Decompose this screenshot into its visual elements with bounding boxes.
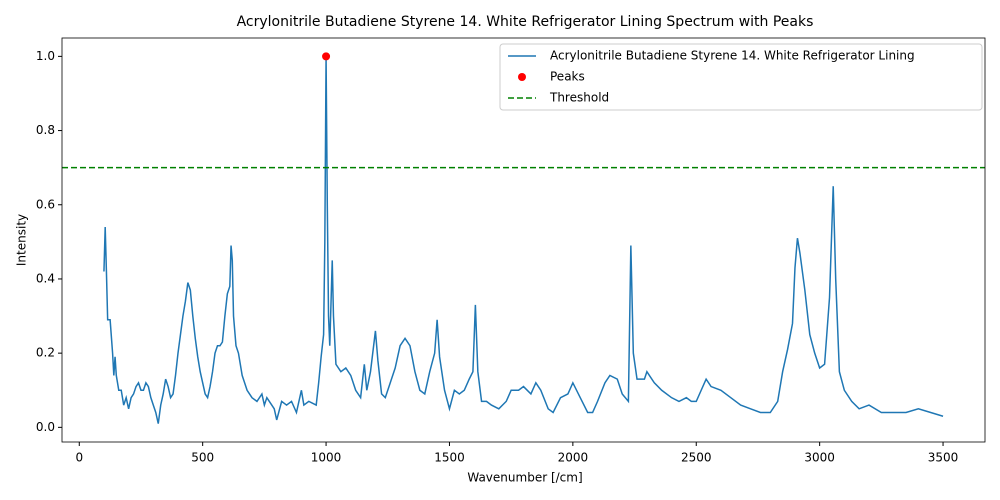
x-tick-label: 0 <box>75 451 83 465</box>
chart-title: Acrylonitrile Butadiene Styrene 14. Whit… <box>237 14 814 30</box>
x-tick-label: 1000 <box>311 451 342 465</box>
x-tick-label: 500 <box>191 451 214 465</box>
y-tick-label: 0.6 <box>36 197 55 211</box>
legend-label: Threshold <box>549 91 609 105</box>
legend-box <box>499 43 983 111</box>
y-axis-label: Intensity <box>15 214 29 266</box>
x-tick-label: 1500 <box>434 451 465 465</box>
x-tick-label: 2000 <box>558 451 589 465</box>
legend-label: Peaks <box>550 70 585 84</box>
x-tick-label: 3500 <box>928 451 959 465</box>
peak-marker <box>322 52 331 61</box>
spectrum-line <box>103 56 944 424</box>
plot-frame <box>61 37 986 443</box>
y-tick-label: 0.4 <box>36 271 55 285</box>
y-tick-label: 0.0 <box>36 420 55 434</box>
legend-dot-swatch <box>518 73 526 81</box>
y-tick-label: 1.0 <box>36 49 55 63</box>
y-tick-label: 0.8 <box>36 123 55 137</box>
legend-label: Acrylonitrile Butadiene Styrene 14. Whit… <box>550 49 915 63</box>
y-tick-label: 0.2 <box>36 346 55 360</box>
x-tick-label: 2500 <box>681 451 712 465</box>
x-axis-label: Wavenumber [/cm] <box>467 471 582 485</box>
x-tick-label: 3000 <box>804 451 835 465</box>
